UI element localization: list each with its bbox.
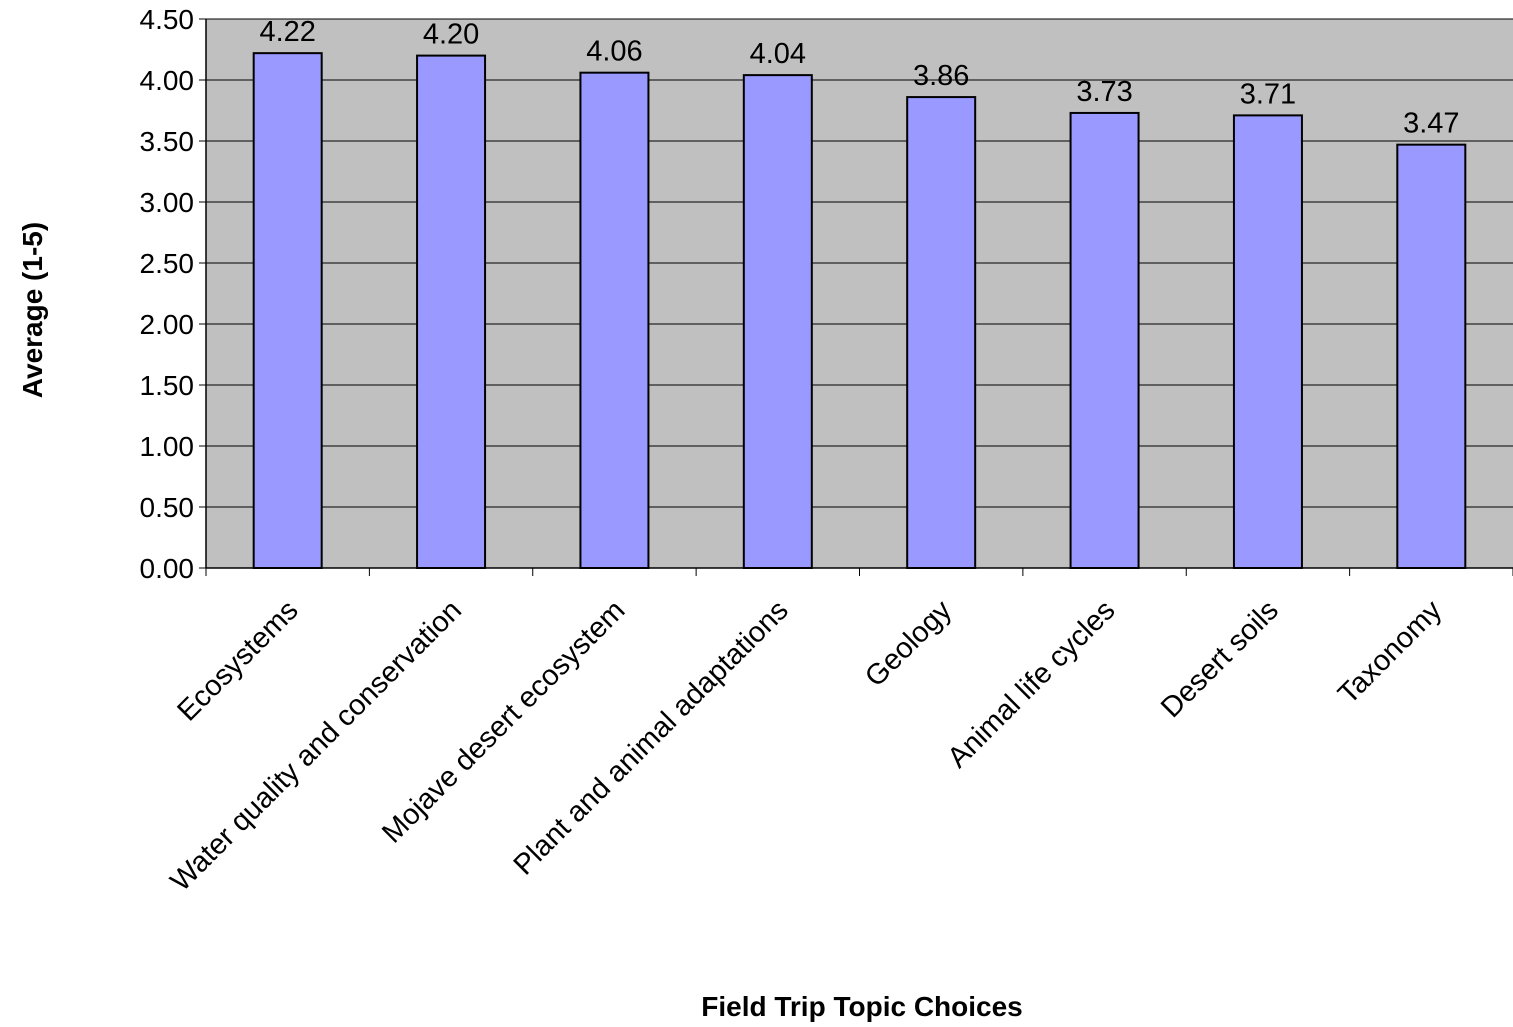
data-labels: 4.22 4.20 4.06 4.04 3.86 3.73 3.71 3.47 <box>259 16 1459 140</box>
bar <box>579 71 650 570</box>
y-tick-label: 4.50 <box>140 4 195 35</box>
x-tick-label: Plant and animal adaptations <box>508 594 795 881</box>
x-tick-label: Taxonomy <box>1332 594 1448 710</box>
data-label: 4.04 <box>750 38 806 70</box>
y-tick-label: 0.50 <box>140 492 195 523</box>
x-tick-label: Water quality and conservation <box>165 594 468 897</box>
bar <box>416 54 487 570</box>
y-tick-label: 1.00 <box>140 431 195 462</box>
bar <box>742 74 813 570</box>
y-tick-label: 4.00 <box>140 65 195 96</box>
bar <box>1396 143 1467 569</box>
y-tick-label: 2.00 <box>140 309 195 340</box>
y-tick-label: 2.50 <box>140 248 195 279</box>
data-label: 4.20 <box>423 19 479 51</box>
data-label: 3.86 <box>913 60 969 92</box>
data-label: 3.73 <box>1076 76 1132 108</box>
y-tick-label: 1.50 <box>140 370 195 401</box>
data-label: 3.71 <box>1240 78 1296 110</box>
plot-area <box>206 19 1513 568</box>
bar <box>252 52 323 570</box>
data-label: 4.22 <box>259 16 315 48</box>
x-tick-label: Animal life cycles <box>942 594 1122 774</box>
x-tick-label: Ecosystems <box>171 594 304 727</box>
bar <box>1069 111 1140 569</box>
bar <box>906 96 977 570</box>
x-axis-title: Field Trip Topic Choices <box>701 991 1023 1022</box>
bars <box>252 52 1467 570</box>
y-tick-label: 3.00 <box>140 187 195 218</box>
data-label: 4.06 <box>586 36 642 68</box>
y-tick-label: 3.50 <box>140 126 195 157</box>
y-axis-title: Average (1-5) <box>17 222 48 398</box>
x-tick-label: Desert soils <box>1155 594 1285 724</box>
bar <box>1232 114 1303 569</box>
y-tick-label: 0.00 <box>140 553 195 584</box>
data-label: 3.47 <box>1403 108 1459 140</box>
y-axis: 0.00 0.50 1.00 1.50 2.00 2.50 3.00 3.50 4.00 4.50 <box>140 4 207 584</box>
x-tick-label: Geology <box>859 594 958 693</box>
